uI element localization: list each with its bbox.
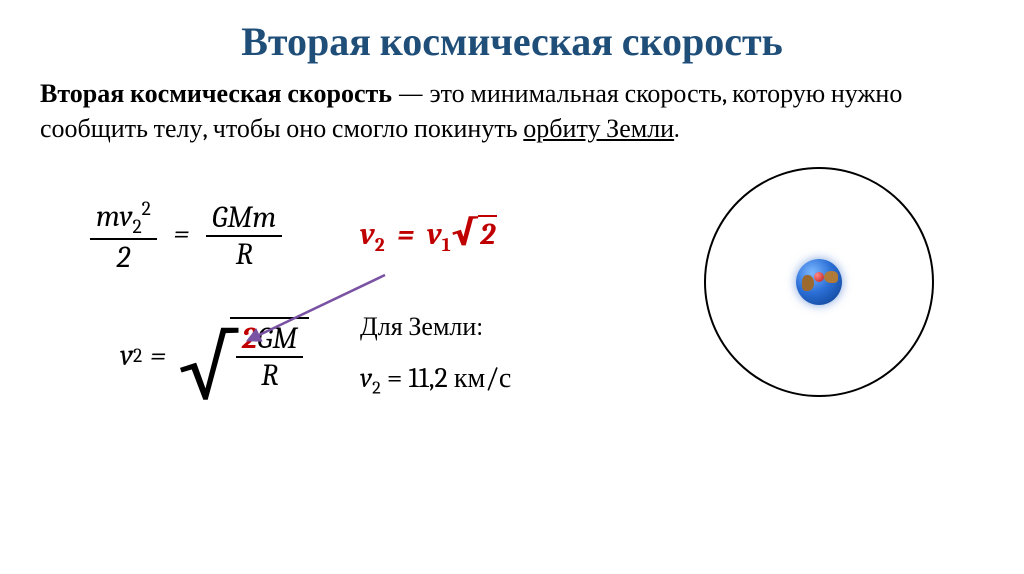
earth-label: Для Земли:: [360, 312, 483, 342]
definition-underlined: орбиту Земли: [523, 114, 674, 144]
energy-lhs-den: 2: [90, 240, 157, 275]
energy-v: v: [120, 199, 133, 234]
relation-sqrt-icon: √: [451, 212, 479, 253]
result-den: R: [236, 358, 304, 393]
relation-sqrt-arg: 2: [478, 215, 497, 252]
relation-v2-sub: 2: [375, 233, 385, 256]
energy-lhs-fraction: mv22 2: [90, 197, 157, 275]
equation-energy: mv22 2 = GMm R: [90, 197, 282, 275]
definition-term: Вторая космическая скорость: [40, 79, 392, 109]
energy-v-sub: 2: [132, 215, 141, 238]
result-v: v: [120, 338, 133, 373]
result-num-rest: GM: [257, 321, 297, 356]
slide-title: Вторая космическая скорость: [0, 0, 1024, 65]
definition-period: .: [674, 114, 679, 144]
energy-v-sup: 2: [142, 197, 151, 220]
earth-rest: = 11,2 км/с: [381, 362, 512, 394]
relation-equals: =: [397, 217, 414, 252]
energy-rhs-num: GMm: [206, 200, 282, 235]
orbit-circle: [704, 167, 934, 397]
earth-v-sub: 2: [372, 378, 381, 399]
relation-v1-sub: 1: [442, 233, 451, 256]
earth-globe-icon: [796, 259, 842, 305]
energy-equals: =: [173, 216, 189, 251]
result-v-sub: 2: [133, 344, 142, 367]
content-area: mv22 2 = GMm R v2 = √ 2GM R: [0, 147, 1024, 517]
result-equals: =: [150, 338, 166, 373]
sqrt-icon: √: [178, 342, 236, 395]
earth-value: v2 = 11,2 км/с: [360, 362, 511, 399]
equation-result: v2 = √ 2GM R: [120, 317, 309, 393]
result-sqrt: √ 2GM R: [178, 317, 309, 393]
earth-v: v: [360, 362, 372, 394]
relation-v1: v: [427, 217, 442, 252]
equation-relation: v2 = v1√2: [360, 212, 497, 256]
relation-v2: v: [360, 217, 375, 252]
energy-rhs-fraction: GMm R: [206, 200, 282, 272]
globe-pin-icon: [814, 272, 824, 282]
definition-paragraph: Вторая космическая скорость — это минима…: [0, 65, 1024, 147]
energy-m: m: [96, 199, 120, 234]
energy-rhs-den: R: [206, 237, 282, 272]
result-num-two: 2: [242, 321, 257, 356]
